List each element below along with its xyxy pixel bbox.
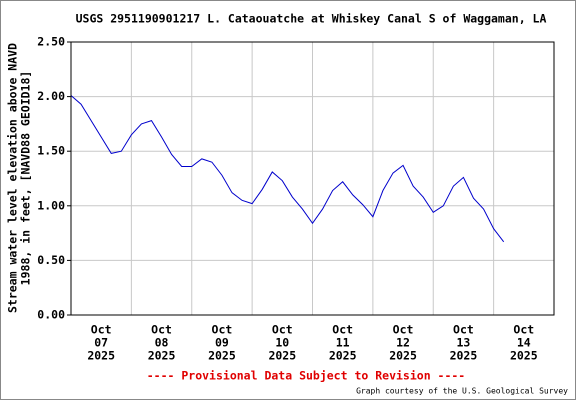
x-tick-label: 07 [94,336,108,350]
x-tick-label: 2025 [87,349,115,363]
x-tick-label: 2025 [510,349,538,363]
x-tick-label: Oct [272,323,293,337]
series-line [70,95,505,243]
x-tick-label: 2025 [268,349,296,363]
x-tick-label: Oct [513,323,534,337]
y-tick-label: 0.50 [37,253,65,267]
x-tick-label: 08 [155,336,169,350]
x-tick-label: 11 [336,336,350,350]
x-tick-label: 13 [457,336,471,350]
x-tick-label: Oct [151,323,172,337]
x-tick-label: 2025 [148,349,176,363]
x-tick-label: 2025 [208,349,236,363]
chart-title: USGS 2951190901217 L. Cataouatche at Whi… [76,12,547,26]
y-axis-label: Stream water level elevation above NAVD [6,43,20,313]
y-axis-label: 1988, in feet, [NAVD88 GEOID18] [19,71,33,286]
y-tick-label: 0.00 [37,308,65,322]
credit: Graph courtesy of the U.S. Geological Su… [356,387,568,396]
y-tick-label: 2.50 [37,35,65,49]
x-tick-label: Oct [212,323,233,337]
plot-frame [70,41,555,316]
x-tick-label: Oct [453,323,474,337]
x-tick-label: 14 [517,336,531,350]
x-tick-label: 09 [215,336,229,350]
y-tick-label: 2.00 [37,89,65,103]
x-tick-label: 2025 [389,349,417,363]
x-tick-label: Oct [332,323,353,337]
x-tick-label: Oct [91,323,112,337]
y-tick-label: 1.00 [37,198,65,212]
x-tick-label: 2025 [329,349,357,363]
x-tick-label: 12 [396,336,410,350]
x-tick-label: Oct [393,323,414,337]
x-tick-label: 10 [275,336,289,350]
x-tick-label: 2025 [450,349,478,363]
y-tick-label: 1.50 [37,144,65,158]
provisional-note: ---- Provisional Data Subject to Revisio… [147,369,466,383]
